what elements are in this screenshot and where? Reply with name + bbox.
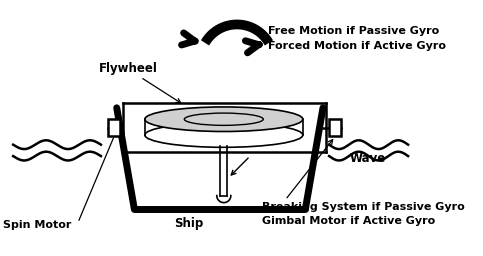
Ellipse shape <box>145 107 303 132</box>
Text: Ship: Ship <box>174 217 203 230</box>
Ellipse shape <box>145 123 303 147</box>
Text: Free Motion if Passive Gyro: Free Motion if Passive Gyro <box>268 26 439 36</box>
Bar <box>329 119 341 136</box>
Text: Flywheel: Flywheel <box>99 62 158 75</box>
Text: $\dot{\psi}$: $\dot{\psi}$ <box>266 113 274 129</box>
Text: Gimbal Motor if Active Gyro: Gimbal Motor if Active Gyro <box>261 216 435 226</box>
Text: Forced Motion if Active Gyro: Forced Motion if Active Gyro <box>268 41 446 51</box>
Ellipse shape <box>185 113 263 125</box>
Text: Wave: Wave <box>349 152 385 165</box>
Text: Spin Motor: Spin Motor <box>2 220 71 230</box>
Text: Breaking System if Passive Gyro: Breaking System if Passive Gyro <box>261 202 464 212</box>
Bar <box>108 119 120 136</box>
